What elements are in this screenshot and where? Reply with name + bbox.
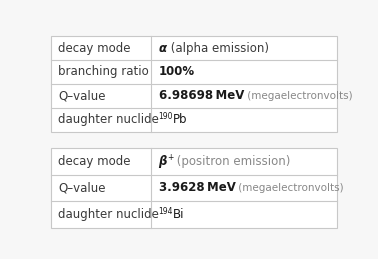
Bar — [51, 36, 337, 132]
Text: (alpha emission): (alpha emission) — [167, 41, 269, 55]
Text: 6.98698 MeV: 6.98698 MeV — [159, 89, 244, 102]
Text: Bi: Bi — [173, 208, 184, 221]
Text: Q–value: Q–value — [58, 89, 105, 102]
Text: Q–value: Q–value — [58, 182, 105, 195]
Text: decay mode: decay mode — [58, 155, 130, 168]
Text: 190: 190 — [159, 112, 173, 121]
Text: (megaelectronvolts): (megaelectronvolts) — [235, 183, 344, 193]
Text: 3.9628 MeV: 3.9628 MeV — [159, 182, 235, 195]
Text: daughter nuclide: daughter nuclide — [58, 113, 159, 126]
Text: 100%: 100% — [159, 66, 195, 78]
Text: branching ratio: branching ratio — [58, 66, 149, 78]
Text: 194: 194 — [159, 207, 173, 216]
Text: (positron emission): (positron emission) — [174, 155, 291, 168]
Bar — [51, 148, 337, 228]
Text: decay mode: decay mode — [58, 41, 130, 55]
Text: β: β — [159, 155, 167, 168]
Text: daughter nuclide: daughter nuclide — [58, 208, 159, 221]
Text: Pb: Pb — [173, 113, 187, 126]
Text: (megaelectronvolts): (megaelectronvolts) — [244, 91, 353, 101]
Text: +: + — [167, 153, 174, 162]
Text: α: α — [159, 41, 167, 55]
